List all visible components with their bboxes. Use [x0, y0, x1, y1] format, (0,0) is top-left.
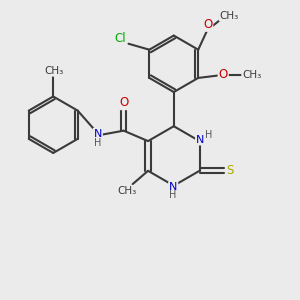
Text: CH₃: CH₃	[220, 11, 239, 20]
Text: N: N	[94, 129, 102, 139]
Text: Cl: Cl	[114, 32, 126, 45]
Text: H: H	[205, 130, 213, 140]
Text: CH₃: CH₃	[118, 186, 137, 196]
Text: H: H	[94, 138, 101, 148]
Text: H: H	[169, 190, 177, 200]
Text: CH₃: CH₃	[44, 66, 64, 76]
Text: O: O	[203, 18, 212, 31]
Text: O: O	[119, 96, 128, 109]
Text: CH₃: CH₃	[242, 70, 261, 80]
Text: N: N	[196, 135, 204, 145]
Text: N: N	[169, 182, 177, 192]
Text: S: S	[227, 164, 234, 177]
Text: O: O	[219, 68, 228, 81]
